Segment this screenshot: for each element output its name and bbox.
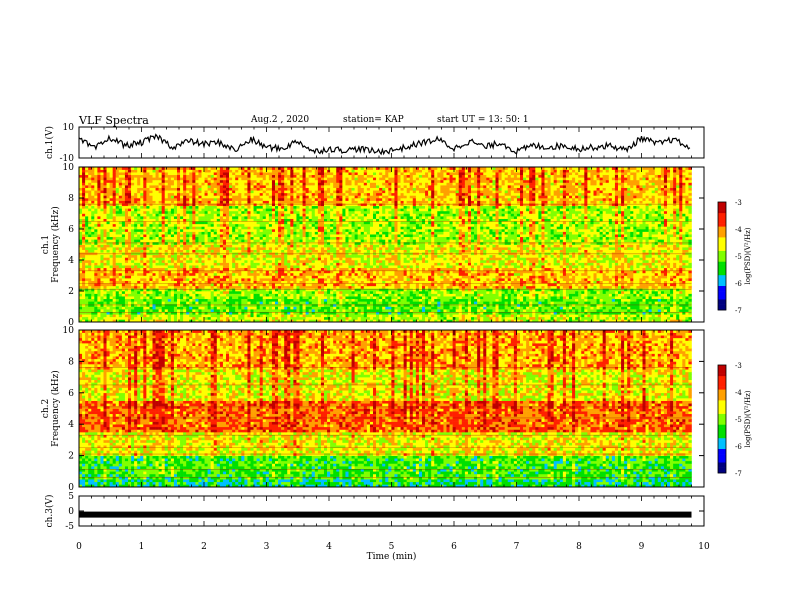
x-tick-label: 2 (201, 542, 207, 552)
y-tick-label: 8 (68, 357, 74, 367)
y-axis-label: ch.2 (41, 399, 51, 418)
ch1-colorbar (718, 202, 726, 311)
ch1-spectrogram (79, 167, 692, 323)
y-tick-label: 4 (68, 420, 74, 430)
colorbar-tick-label: -7 (735, 307, 742, 315)
y-tick-label: 5 (68, 492, 74, 502)
x-tick-label: 9 (639, 542, 645, 552)
y-tick-label: 0 (68, 318, 74, 328)
y-tick-label: -10 (60, 154, 75, 164)
y-tick-label: 2 (68, 452, 74, 462)
ch2-colorbar (718, 365, 726, 474)
x-axis-label: Time (min) (367, 551, 417, 562)
colorbar-tick-label: -6 (735, 280, 742, 288)
y-tick-label: 8 (68, 194, 74, 204)
colorbar-tick-label: -4 (735, 226, 742, 234)
y-tick-label: 6 (68, 389, 74, 399)
y-tick-label: -5 (65, 522, 74, 532)
start-time-label: start UT = 13: 50: 1 (437, 115, 529, 125)
x-tick-label: 10 (698, 542, 710, 552)
x-tick-label: 8 (576, 542, 582, 552)
x-tick-label: 0 (76, 542, 82, 552)
date-label: Aug.2 , 2020 (251, 115, 309, 125)
colorbar-label: log(PSD)(V²/Hz) (744, 227, 752, 284)
x-tick-label: 7 (514, 542, 520, 552)
colorbar-tick-label: -6 (735, 443, 742, 451)
y-tick-label: 0 (68, 483, 74, 493)
y-tick-label: 6 (68, 225, 74, 235)
colorbar-tick-label: -5 (735, 416, 742, 424)
y-tick-label: 10 (63, 163, 75, 173)
x-tick-label: 6 (451, 542, 457, 552)
y-axis-label: Frequency (kHz) (50, 206, 61, 283)
y-axis-label: ch.1 (41, 235, 51, 254)
x-tick-label: 4 (326, 542, 332, 552)
colorbar-frame (717, 201, 727, 311)
y-tick-label: 0 (68, 507, 74, 517)
station-label: station= KAP (343, 115, 404, 125)
y-tick-label: 10 (63, 326, 75, 336)
colorbar-label: log(PSD)(V²/Hz) (744, 390, 752, 447)
x-tick-label: 1 (139, 542, 145, 552)
figure-title: VLF Spectra (79, 114, 149, 127)
colorbar-tick-label: -3 (735, 362, 742, 370)
colorbar-tick-label: -4 (735, 389, 742, 397)
ch3-waveform-trace (79, 511, 692, 518)
x-tick-label: 5 (389, 542, 395, 552)
y-tick-label: 4 (68, 256, 74, 266)
ch1-waveform-trace (78, 133, 691, 156)
colorbar-tick-label: -3 (735, 199, 742, 207)
colorbar-tick-label: -7 (735, 470, 742, 478)
colorbar-frame (717, 364, 727, 474)
y-tick-label: 10 (63, 123, 75, 133)
y-axis-label: Frequency (kHz) (50, 370, 61, 447)
y-tick-label: 2 (68, 287, 74, 297)
y-axis-label: ch.1(V) (44, 126, 55, 159)
ch2-spectrogram (79, 330, 692, 488)
colorbar-tick-label: -5 (735, 253, 742, 261)
y-axis-label: ch.3(V) (44, 495, 55, 528)
x-tick-label: 3 (264, 542, 270, 552)
